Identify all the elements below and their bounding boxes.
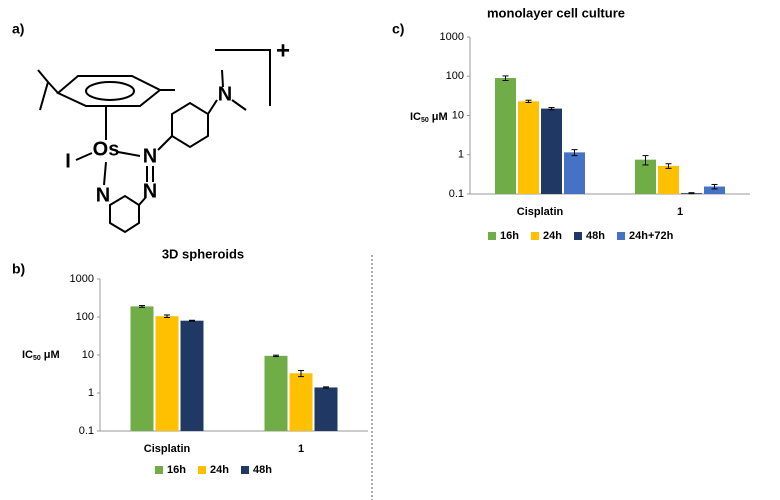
atom-label: N <box>143 180 157 202</box>
x-tick-label: Cisplatin <box>517 206 564 218</box>
error-bar <box>323 386 329 389</box>
error-bar <box>548 106 555 111</box>
error-bar <box>571 149 578 157</box>
chart-title: monolayer cell culture <box>487 5 625 20</box>
legend-label: 24h <box>543 230 562 242</box>
y-axis-label-part: IC <box>410 111 421 123</box>
legend-swatch <box>617 232 625 240</box>
legend-label: 48h <box>253 464 272 476</box>
y-axis-label-part: IC <box>22 349 33 361</box>
legend-swatch <box>198 466 206 474</box>
error-bar <box>525 99 532 103</box>
structure <box>37 49 271 234</box>
legend-label: 24h <box>210 464 229 476</box>
error-bar <box>273 354 279 358</box>
y-tick-label: 0.1 <box>449 188 464 200</box>
atom-label: N <box>143 145 157 167</box>
legend-swatch <box>531 232 539 240</box>
legend-label: 48h <box>586 230 605 242</box>
chart-title: 3D spheroids <box>162 246 244 261</box>
legend-label: 24h+72h <box>629 230 674 242</box>
atom-label: Os <box>93 138 120 160</box>
legend-label: 16h <box>167 464 186 476</box>
panel-label: a) <box>12 21 24 37</box>
atom-label: N <box>96 184 110 206</box>
bar <box>155 316 179 431</box>
bar <box>704 186 725 194</box>
atom-label: I <box>65 150 71 172</box>
error-bar <box>298 370 304 378</box>
legend-swatch <box>155 466 163 474</box>
panel-label: c) <box>392 21 404 37</box>
legend-swatch <box>574 232 582 240</box>
legend-swatch <box>488 232 496 240</box>
error-bar <box>164 314 170 319</box>
y-tick-label: 1 <box>458 149 464 161</box>
y-axis-label: IC50 μM <box>410 111 448 124</box>
x-tick-label: 1 <box>677 206 683 218</box>
legend-swatch <box>241 466 249 474</box>
y-tick-label: 10 <box>452 109 464 121</box>
bar <box>635 159 656 194</box>
y-axis-label-part: 50 <box>33 355 41 362</box>
bar <box>541 108 562 194</box>
error-bar <box>502 75 509 81</box>
bar <box>180 320 204 431</box>
error-bar <box>688 192 695 195</box>
y-tick-label: 0.1 <box>79 425 94 437</box>
charge: + <box>276 37 290 64</box>
y-tick-label: 1000 <box>70 273 94 285</box>
y-tick-label: 10 <box>82 349 94 361</box>
x-tick-label: Cisplatin <box>144 443 191 455</box>
panel-label: b) <box>12 261 25 277</box>
error-bar <box>189 319 195 322</box>
y-tick-label: 100 <box>446 70 464 82</box>
x-tick-label: 1 <box>298 443 304 455</box>
bar <box>564 152 585 194</box>
error-bar <box>139 305 145 308</box>
bar <box>289 373 313 431</box>
y-axis-label-part: μM <box>432 111 448 123</box>
y-axis-label-part: μM <box>44 349 60 361</box>
y-tick-label: 1000 <box>440 31 464 43</box>
error-bar <box>711 183 718 190</box>
atom-label: N <box>218 83 232 105</box>
bar <box>518 101 539 194</box>
legend-label: 16h <box>500 230 519 242</box>
error-bar <box>665 163 672 169</box>
bar <box>658 165 679 194</box>
bar <box>264 355 288 431</box>
bar <box>495 78 516 194</box>
y-axis-label: IC50 μM <box>22 349 60 362</box>
y-tick-label: 100 <box>76 311 94 323</box>
y-axis-label-part: 50 <box>421 117 429 124</box>
bar <box>130 306 154 431</box>
bar <box>314 387 338 431</box>
y-tick-label: 1 <box>88 387 94 399</box>
error-bar <box>642 155 649 166</box>
